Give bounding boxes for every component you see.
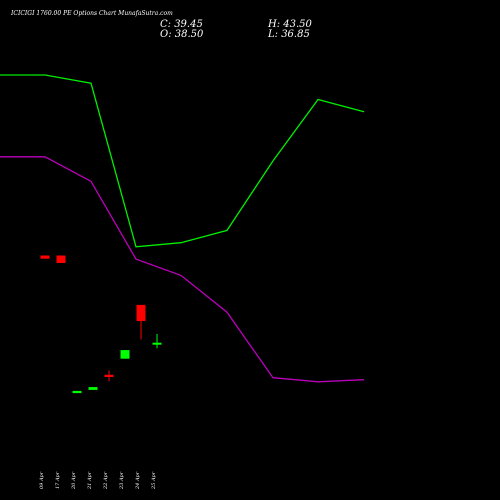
x-tick-label: 21 Apr (87, 471, 93, 490)
high-readout: H: 43.50 (267, 19, 313, 30)
chart-title: ICICIGI 1760.00 PE Options Chart MunafaS… (10, 10, 173, 17)
x-tick-label: 20 Apr (71, 471, 77, 490)
candle-body (72, 390, 82, 394)
x-axis-ticks: 09 Apr 17 Apr 20 Apr 21 Apr 22 Apr 23 Apr 24 A… (39, 471, 157, 490)
candle-body (104, 374, 114, 377)
lower-indicator-line (0, 156, 365, 383)
candle-body (40, 255, 50, 259)
candle-body (88, 387, 98, 390)
candle-body (120, 350, 130, 359)
candle-body (56, 255, 66, 263)
x-tick-label: 23 Apr (119, 471, 125, 490)
upper-indicator-line (0, 74, 365, 248)
open-readout: O: 38.50 (160, 29, 204, 40)
x-tick-label: 24 Apr (135, 471, 141, 490)
x-tick-label: 22 Apr (103, 471, 109, 490)
low-readout: L: 36.85 (267, 29, 310, 40)
candles-group (40, 255, 162, 394)
candle-body (136, 304, 146, 321)
candle-body (152, 342, 162, 345)
x-tick-label: 09 Apr (39, 471, 45, 489)
x-tick-label: 25 Apr (151, 471, 157, 490)
close-readout: C: 39.45 (160, 19, 203, 30)
indicator-lines (0, 74, 365, 383)
x-tick-label: 17 Apr (55, 471, 61, 489)
